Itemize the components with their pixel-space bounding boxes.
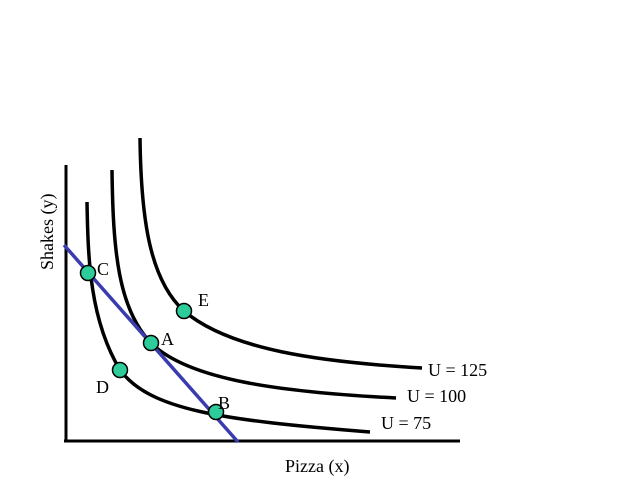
point-b	[207, 403, 225, 421]
point-label-c: C	[97, 259, 109, 279]
curve-label-u100: U = 100	[407, 386, 466, 406]
point-label-d: D	[96, 377, 109, 397]
point-label-b: B	[218, 393, 230, 413]
curve-label-u75: U = 75	[381, 413, 431, 433]
point-d	[111, 361, 129, 379]
x-axis-label: Pizza (x)	[285, 456, 349, 477]
point-a	[142, 334, 160, 352]
y-axis-label: Shakes (y)	[37, 194, 58, 270]
point-label-a: A	[161, 329, 174, 349]
indifference-curve-u125	[138, 137, 423, 370]
point-c	[79, 264, 97, 282]
point-e	[175, 302, 193, 320]
point-label-e: E	[198, 290, 209, 310]
curve-label-u125: U = 125	[428, 360, 487, 380]
